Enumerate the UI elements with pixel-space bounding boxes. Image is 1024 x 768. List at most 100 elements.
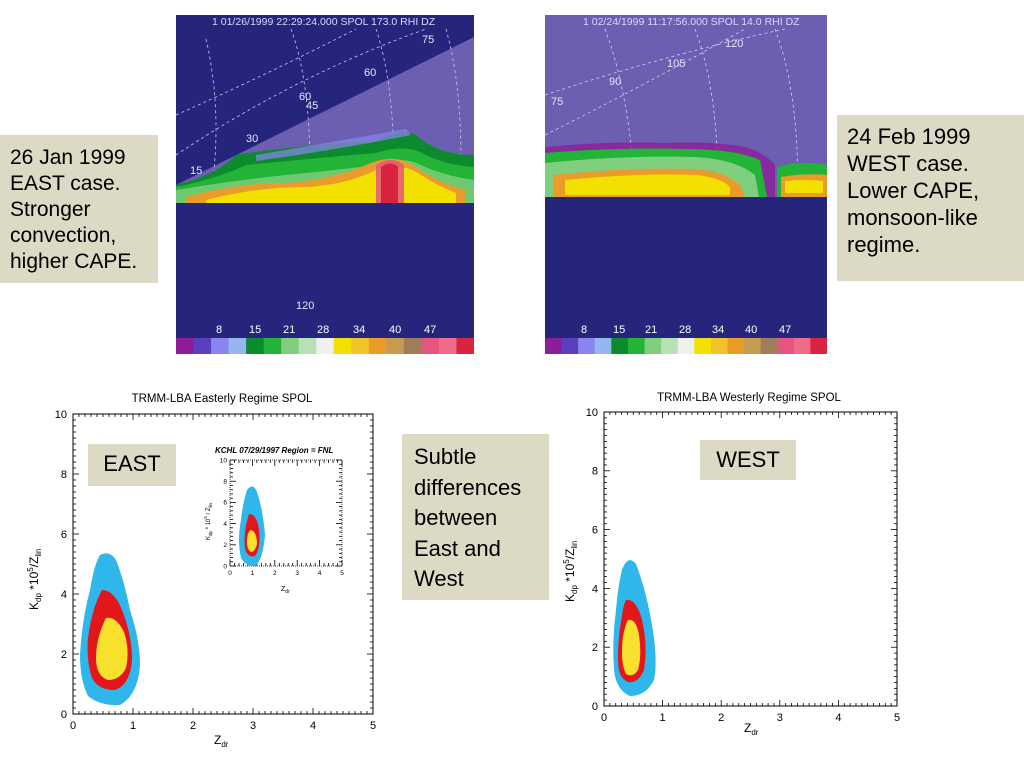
x-tick-label: 3	[295, 570, 299, 577]
color-scale-swatch	[368, 338, 387, 354]
y-tick-label: 4	[592, 583, 598, 595]
y-tick-label: 0	[223, 563, 227, 570]
note-line: Stronger	[10, 198, 91, 221]
note-line: monsoon-like	[847, 205, 978, 230]
note-line: Subtle	[414, 444, 477, 469]
scale-label: 40	[389, 324, 401, 336]
axis-label-y: Kdp *105/Zlin	[562, 541, 579, 602]
y-tick-label: 8	[223, 478, 227, 485]
y-tick-label: 6	[61, 529, 67, 541]
angle-label: 90	[609, 76, 621, 88]
color-scale-swatch	[298, 338, 317, 354]
y-tick-label: 6	[592, 524, 598, 536]
note-line: WEST case.	[847, 151, 969, 176]
x-tick-label: 2	[718, 712, 724, 724]
angle-label: 105	[667, 58, 685, 70]
note-line: East and	[414, 535, 501, 561]
angle-label: 30	[246, 133, 258, 145]
y-tick-label: 8	[61, 469, 67, 481]
note-line: differences	[414, 474, 522, 500]
x-tick-label: 4	[835, 712, 841, 724]
axis-label-x: Zdr	[214, 733, 229, 749]
color-scale-swatch	[176, 338, 195, 354]
color-scale-bar	[545, 338, 827, 354]
label-east-text: EAST	[103, 451, 161, 476]
color-scale-swatch	[661, 338, 679, 354]
label-west: WEST	[700, 440, 796, 480]
x-tick-label: 0	[228, 570, 232, 577]
scale-label: 40	[745, 324, 757, 336]
color-scale-swatch	[333, 338, 352, 354]
color-scale-swatch	[644, 338, 662, 354]
y-tick-label: 2	[61, 649, 67, 661]
x-tick-label: 3	[250, 720, 256, 732]
y-tick-label: 2	[592, 642, 598, 654]
y-tick-label: 10	[220, 457, 228, 464]
color-scale-swatch	[403, 338, 422, 354]
color-scale-swatch	[594, 338, 612, 354]
note-line: 24 Feb 1999	[847, 124, 971, 149]
y-tick-label: 2	[223, 542, 227, 549]
inset-axis-label-y: Kdp * 105 / Zlin	[203, 502, 213, 540]
x-tick-label: 5	[894, 712, 900, 724]
color-scale-swatch	[710, 338, 728, 354]
x-tick-label: 0	[601, 712, 607, 724]
x-tick-label: 1	[130, 720, 136, 732]
axis-label-y: Kdp *105/Zlin	[26, 549, 43, 610]
plot-title: TRMM-LBA Easterly Regime SPOL	[132, 393, 313, 405]
color-scale-swatch	[744, 338, 762, 354]
color-scale-swatch	[316, 338, 335, 354]
color-scale-swatch	[545, 338, 563, 354]
color-scale-swatch	[561, 338, 579, 354]
y-tick-label: 0	[592, 701, 598, 713]
x-tick-label: 5	[370, 720, 376, 732]
x-tick-label: 4	[318, 570, 322, 577]
plot-title: TRMM-LBA Westerly Regime SPOL	[657, 392, 841, 404]
note-middle: Subtle differences between East and West	[402, 434, 549, 600]
color-scale-swatch	[578, 338, 596, 354]
label-east: EAST	[88, 444, 176, 486]
note-east-case: 26 Jan 1999 EAST case. Stronger convecti…	[0, 135, 158, 283]
radar-header: 1 01/26/1999 22:29:24.000 SPOL 173.0 RHI…	[212, 16, 436, 28]
scale-label: 21	[645, 324, 657, 336]
x-tick-label: 0	[70, 720, 76, 732]
color-scale-swatch	[793, 338, 811, 354]
color-scale-swatch	[386, 338, 405, 354]
angle-label: 60	[299, 91, 311, 103]
color-scale-swatch	[421, 338, 440, 354]
y-tick-label: 10	[586, 407, 598, 419]
angle-label: 75	[422, 34, 434, 46]
note-line: higher CAPE.	[10, 250, 138, 273]
scale-label: 47	[779, 324, 791, 336]
radar-panel-east: 1 01/26/1999 22:29:24.000 SPOL 173.0 RHI…	[176, 15, 474, 354]
x-tick-label: 5	[340, 570, 344, 577]
inset-frame	[229, 459, 343, 567]
color-scale-swatch	[777, 338, 795, 354]
color-scale-swatch	[211, 338, 230, 354]
y-tick-label: 10	[55, 409, 67, 421]
color-scale-swatch	[438, 338, 457, 354]
scale-label: 8	[581, 324, 587, 336]
radar-panel-west: 1 02/24/1999 11:17:56.000 SPOL 14.0 RHI …	[545, 15, 827, 354]
range-label: 120	[296, 300, 314, 312]
y-tick-label: 0	[61, 709, 67, 721]
note-line: EAST case.	[10, 172, 121, 195]
color-scale-swatch	[263, 338, 282, 354]
note-line: regime.	[847, 232, 921, 257]
plot-easterly: TRMM-LBA Easterly Regime SPOL 0 1 2 3 4 5 0 2 4 6…	[26, 393, 376, 749]
scale-label: 47	[424, 324, 436, 336]
color-scale-swatch	[228, 338, 247, 354]
color-scale-swatch	[727, 338, 745, 354]
color-scale-swatch	[611, 338, 629, 354]
inset-title: KCHL 07/29/1997 Region = FNL	[215, 446, 333, 455]
scale-label: 34	[712, 324, 724, 336]
label-west-text: WEST	[716, 447, 780, 472]
note-line: Lower CAPE,	[847, 178, 980, 203]
scale-label: 28	[679, 324, 691, 336]
color-scale-swatch	[677, 338, 695, 354]
note-line: convection,	[10, 224, 117, 247]
color-scale-swatch	[281, 338, 300, 354]
note-west-case: 24 Feb 1999 WEST case. Lower CAPE, monso…	[837, 115, 1024, 281]
color-scale-swatch	[193, 338, 212, 354]
